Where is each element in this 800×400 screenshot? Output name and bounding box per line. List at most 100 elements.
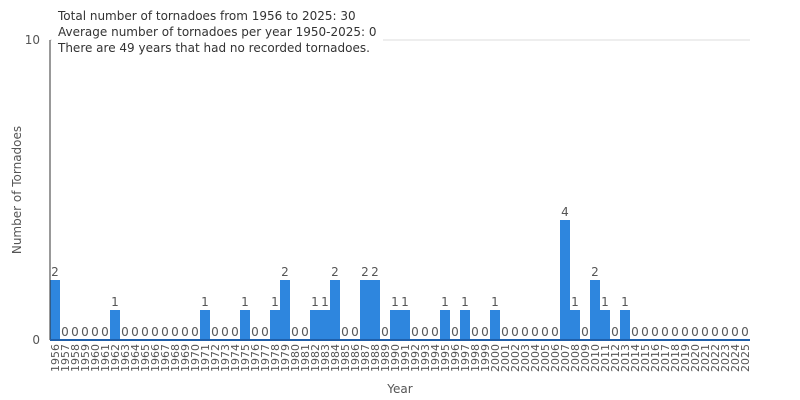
bar-1978	[270, 310, 280, 340]
value-label-1961: 0	[101, 325, 109, 339]
x-tick-2012: 2012	[609, 344, 622, 372]
value-label-2009: 0	[581, 325, 589, 339]
value-label-2014: 0	[631, 325, 639, 339]
x-tick-1981: 1981	[299, 344, 312, 372]
x-tick-1971: 1971	[199, 344, 212, 372]
value-label-1972: 0	[211, 325, 219, 339]
value-label-1988: 2	[371, 265, 379, 279]
x-tick-1987: 1987	[359, 344, 372, 372]
x-tick-1974: 1974	[229, 344, 242, 372]
value-label-1991: 1	[401, 295, 409, 309]
value-label-1966: 0	[151, 325, 159, 339]
bar-1982	[310, 310, 320, 340]
x-tick-2003: 2003	[519, 344, 532, 372]
value-label-2012: 0	[611, 325, 619, 339]
x-tick-1963: 1963	[119, 344, 132, 372]
value-label-1979: 2	[281, 265, 289, 279]
value-label-1962: 1	[111, 295, 119, 309]
bar-1983	[320, 310, 330, 340]
value-label-1990: 1	[391, 295, 399, 309]
x-tick-1992: 1992	[409, 344, 422, 372]
value-label-1964: 0	[131, 325, 139, 339]
value-label-1976: 0	[251, 325, 259, 339]
x-tick-1979: 1979	[279, 344, 292, 372]
value-label-2010: 2	[591, 265, 599, 279]
x-tick-1993: 1993	[419, 344, 432, 372]
x-tick-1968: 1968	[169, 344, 182, 372]
bar-1988	[370, 280, 380, 340]
value-label-2016: 0	[651, 325, 659, 339]
x-tick-1984: 1984	[329, 344, 342, 372]
x-tick-1983: 1983	[319, 344, 332, 372]
x-tick-2004: 2004	[529, 344, 542, 372]
bar-1962	[110, 310, 120, 340]
x-tick-1957: 1957	[59, 344, 72, 372]
x-tick-2016: 2016	[649, 344, 662, 372]
x-tick-2014: 2014	[629, 344, 642, 372]
x-tick-1962: 1962	[109, 344, 122, 372]
x-tick-2013: 2013	[619, 344, 632, 372]
x-tick-1960: 1960	[89, 344, 102, 372]
value-label-2019: 0	[681, 325, 689, 339]
value-label-2015: 0	[641, 325, 649, 339]
value-label-2022: 0	[711, 325, 719, 339]
x-tick-1978: 1978	[269, 344, 282, 372]
value-label-2000: 1	[491, 295, 499, 309]
bar-2000	[490, 310, 500, 340]
y-tick-labels: 0 10	[25, 33, 40, 347]
bar-1995	[440, 310, 450, 340]
value-label-1958: 0	[71, 325, 79, 339]
x-tick-1985: 1985	[339, 344, 352, 372]
value-label-1957: 0	[61, 325, 69, 339]
value-label-2024: 0	[731, 325, 739, 339]
value-label-1956: 2	[51, 265, 59, 279]
x-tick-2009: 2009	[579, 344, 592, 372]
x-tick-1989: 1989	[379, 344, 392, 372]
x-tick-1995: 1995	[439, 344, 452, 372]
x-tick-2019: 2019	[679, 344, 692, 372]
x-tick-2011: 2011	[599, 344, 612, 372]
x-tick-1959: 1959	[79, 344, 92, 372]
bar-1984	[330, 280, 340, 340]
x-tick-1958: 1958	[69, 344, 82, 372]
bar-1975	[240, 310, 250, 340]
value-label-1975: 1	[241, 295, 249, 309]
x-tick-2025: 2025	[739, 344, 752, 372]
value-label-2007: 4	[561, 205, 569, 219]
x-tick-1998: 1998	[469, 344, 482, 372]
value-label-1982: 1	[311, 295, 319, 309]
average-tornadoes-text: Average number of tornadoes per year 195…	[58, 25, 377, 39]
value-label-1970: 0	[191, 325, 199, 339]
bar-2007	[560, 220, 570, 340]
x-axis-title: Year	[386, 382, 412, 396]
summary-box: Total number of tornadoes from 1956 to 2…	[52, 6, 383, 58]
bar-1979	[280, 280, 290, 340]
value-label-1968: 0	[171, 325, 179, 339]
x-tick-2023: 2023	[719, 344, 732, 372]
x-tick-1999: 1999	[479, 344, 492, 372]
value-label-2003: 0	[521, 325, 529, 339]
x-tick-1969: 1969	[179, 344, 192, 372]
value-label-1971: 1	[201, 295, 209, 309]
bar-1971	[200, 310, 210, 340]
bar-2011	[600, 310, 610, 340]
x-tick-1975: 1975	[239, 344, 252, 372]
x-tick-2020: 2020	[689, 344, 702, 372]
x-tick-1961: 1961	[99, 344, 112, 372]
value-label-1996: 0	[451, 325, 459, 339]
value-label-1997: 1	[461, 295, 469, 309]
x-tick-2024: 2024	[729, 344, 742, 372]
x-tick-1994: 1994	[429, 344, 442, 372]
value-label-1969: 0	[181, 325, 189, 339]
value-label-2013: 1	[621, 295, 629, 309]
value-label-1960: 0	[91, 325, 99, 339]
value-label-1992: 0	[411, 325, 419, 339]
bars	[50, 220, 630, 340]
bar-2010	[590, 280, 600, 340]
x-tick-2002: 2002	[509, 344, 522, 372]
value-label-2005: 0	[541, 325, 549, 339]
value-label-1998: 0	[471, 325, 479, 339]
x-tick-2017: 2017	[659, 344, 672, 372]
x-tick-1965: 1965	[139, 344, 152, 372]
